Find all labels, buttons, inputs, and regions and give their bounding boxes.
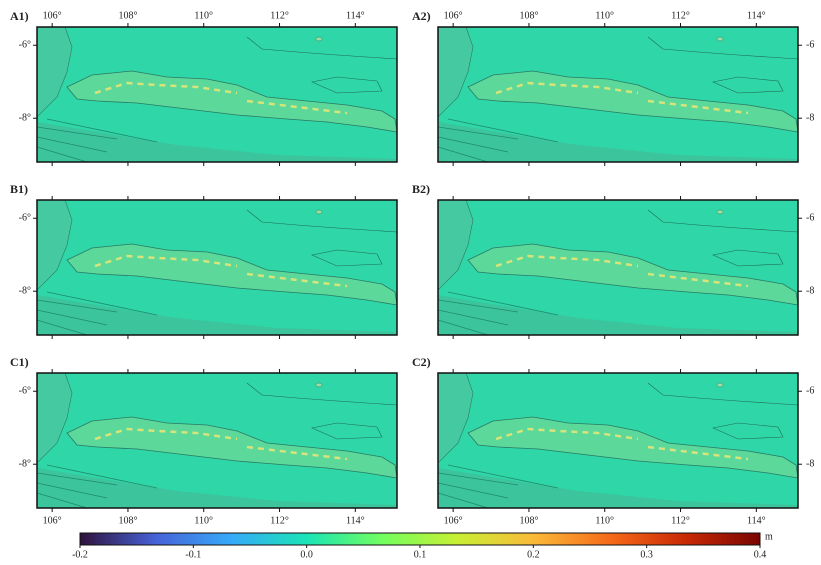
lat-tick-label: -6	[806, 213, 814, 224]
terrain	[438, 200, 798, 335]
panel-frame	[437, 372, 799, 509]
map-panel: B2) -6 -8	[412, 182, 814, 339]
lat-tick-label: -6°	[19, 386, 31, 397]
colorbar-tick-label: 0.1	[414, 549, 427, 560]
colorbar-unit: m	[765, 531, 773, 542]
panel-label: A2)	[412, 9, 431, 23]
map-panel: A1) 106° 108° 110° 112° 114° -6° -8°	[10, 9, 398, 166]
panel-label: B2)	[412, 182, 430, 196]
colorbar	[79, 532, 761, 546]
panel-label: C1)	[10, 355, 29, 369]
lon-tick-label: 112°	[671, 515, 690, 526]
lat-tick-label: -8	[806, 286, 814, 297]
lon-tick-label: 112°	[270, 515, 289, 526]
lon-tick-label: 110°	[595, 10, 614, 21]
map-panel: A2) 106° 108° 110° 112° 114° -6 -8	[412, 9, 814, 166]
map-panel: C1) 106° 108° 110° 112° 114° -6° -8°	[10, 355, 398, 526]
lon-tick-label: 108°	[519, 10, 538, 21]
lon-tick-label: 114°	[747, 10, 766, 21]
panel-frame	[437, 199, 799, 336]
lon-tick-label: 108°	[118, 10, 137, 21]
colorbar-tick-label: 0.4	[754, 549, 767, 560]
lon-tick-label: 106°	[444, 10, 463, 21]
lat-tick-label: -8°	[19, 286, 31, 297]
terrain	[438, 27, 798, 162]
lat-tick-label: -8	[806, 459, 814, 470]
lon-tick-label: 110°	[194, 515, 213, 526]
lon-tick-label: 114°	[346, 515, 365, 526]
panel-frame	[36, 199, 398, 336]
panel-frame	[36, 26, 398, 163]
lon-tick-label: 108°	[118, 515, 137, 526]
lon-tick-label: 114°	[747, 515, 766, 526]
lat-tick-label: -6	[806, 40, 814, 51]
lon-tick-label: 108°	[519, 515, 538, 526]
terrain	[37, 27, 397, 162]
lon-tick-label: 110°	[194, 10, 213, 21]
panel-label: B1)	[10, 182, 28, 196]
lon-tick-label: 106°	[444, 515, 463, 526]
colorbar-tick-label: 0.0	[300, 549, 313, 560]
lat-tick-label: -8	[806, 113, 814, 124]
lat-tick-label: -8°	[19, 459, 31, 470]
terrain	[37, 373, 397, 508]
map-panel: C2) 106° 108° 110° 112° 114° -6 -8	[412, 355, 814, 527]
panel-frame	[437, 26, 799, 163]
colorbar-tick-label: 0.2	[527, 549, 540, 560]
map-panel: B1) -6° -8°	[10, 182, 398, 339]
lat-tick-label: -6°	[19, 213, 31, 224]
lon-tick-label: 106°	[43, 10, 62, 21]
terrain	[37, 200, 397, 335]
lon-tick-label: 106°	[43, 515, 62, 526]
lon-tick-label: 112°	[671, 10, 690, 21]
lon-tick-label: 114°	[346, 10, 365, 21]
lat-tick-label: -8°	[19, 113, 31, 124]
lat-tick-label: -6°	[19, 40, 31, 51]
colorbar-tick-label: -0.2	[72, 549, 88, 560]
colorbar-tick-label: 0.3	[640, 549, 653, 560]
panel-label: C2)	[412, 355, 431, 369]
lon-tick-label: 112°	[270, 10, 289, 21]
panel-label: A1)	[10, 9, 29, 23]
lat-tick-label: -6	[806, 386, 814, 397]
panel-frame	[36, 372, 398, 509]
terrain	[438, 373, 798, 508]
lon-tick-label: 110°	[595, 515, 614, 526]
colorbar-tick-label: -0.1	[185, 549, 201, 560]
